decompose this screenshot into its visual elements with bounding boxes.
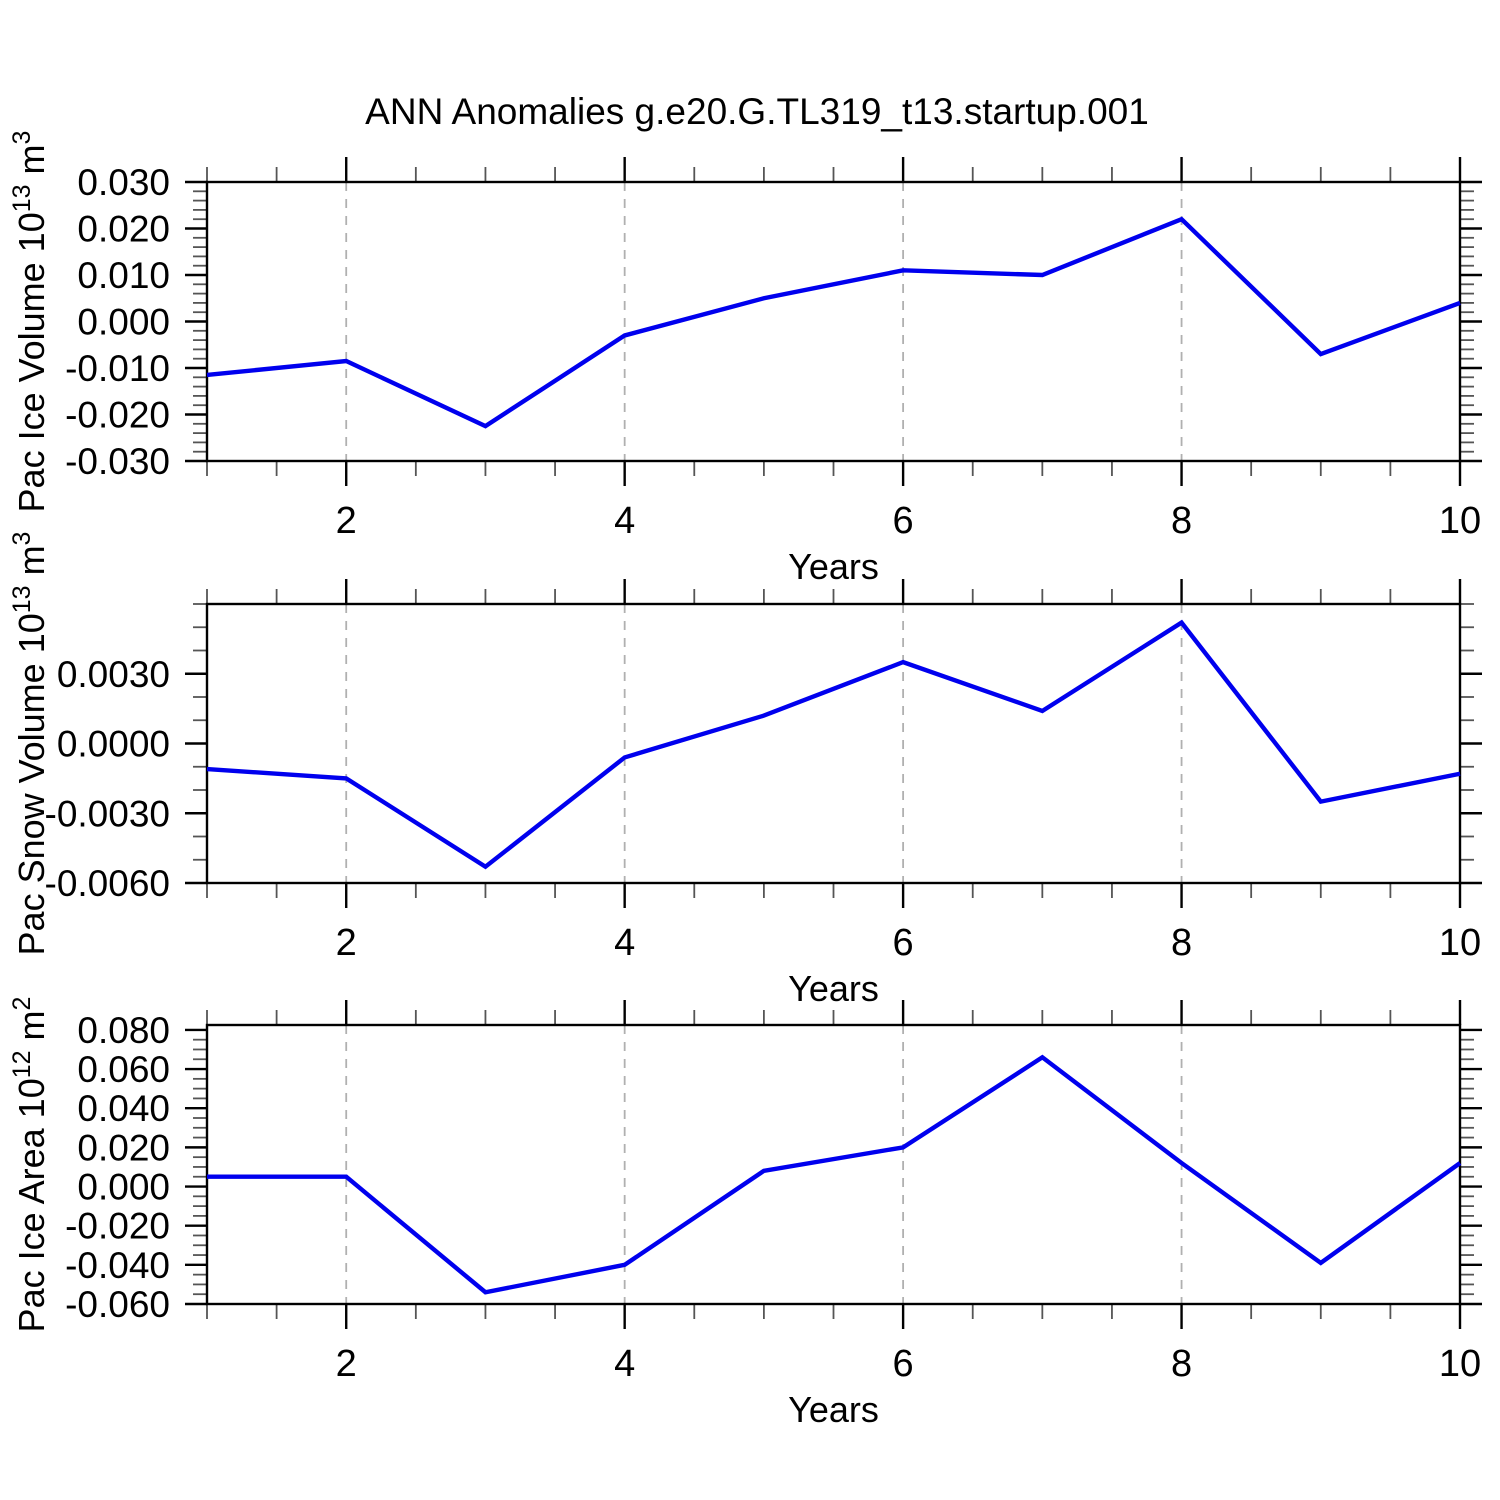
x-axis-title: Years: [788, 1389, 879, 1430]
y-tick-label: 0.020: [77, 209, 170, 250]
y-tick-label: 0.0000: [57, 724, 170, 765]
y-tick-label: 0.030: [77, 162, 170, 203]
y-tick-label: 0.080: [77, 1010, 170, 1051]
data-line-pac-ice-area: [207, 1054, 1462, 1295]
y-axis-title: Pac Ice Area 1012 m2: [8, 997, 52, 1333]
x-tick-label: 10: [1439, 1343, 1481, 1385]
x-tick-label: 8: [1171, 1343, 1192, 1385]
chart-panel-pac-snow-volume: 0.0030 0.0000 -0.0030 -0.0060 2 4 6 8 10 Years Pac…: [8, 532, 1482, 1009]
x-tick-label: 2: [336, 922, 357, 964]
chart-panel-pac-ice-volume: 0.030 0.020 0.010 0.000 -0.010 -0.020 -0.030 2 4…: [8, 131, 1482, 587]
x-axis-title: Years: [788, 546, 879, 587]
x-tick-label: 6: [893, 1343, 914, 1385]
y-axis-title: Pac Ice Volume 1013 m3: [8, 131, 52, 513]
x-tick-label: 4: [614, 500, 635, 542]
x-tick-label: 4: [614, 922, 635, 964]
x-axis-title: Years: [788, 968, 879, 1009]
x-tick-label: 10: [1439, 922, 1481, 964]
y-tick-label: 0.000: [77, 302, 170, 343]
y-tick-label: -0.0060: [45, 863, 171, 904]
y-tick-label: 0.060: [77, 1049, 170, 1090]
y-tick-label: -0.010: [65, 348, 170, 389]
x-tick-label: 10: [1439, 500, 1481, 542]
y-tick-label: -0.030: [65, 441, 170, 482]
x-tick-label: 8: [1171, 500, 1192, 542]
y-tick-label: -0.0030: [45, 793, 171, 834]
y-tick-label: -0.060: [65, 1284, 170, 1325]
x-tick-label: 6: [893, 922, 914, 964]
y-tick-label: -0.020: [65, 1206, 170, 1247]
y-tick-label: 0.0030: [57, 654, 170, 695]
y-tick-label: 0.000: [77, 1167, 170, 1208]
y-tick-label: 0.040: [77, 1088, 170, 1129]
y-axis-title: Pac Snow Volume 1013 m3: [8, 532, 52, 956]
x-tick-label: 6: [893, 500, 914, 542]
chart-panel-pac-ice-area: 0.0800.0600.0400.0200.000-0.020-0.040-0.…: [8, 997, 1482, 1430]
plot-border: [205, 602, 1462, 885]
y-tick-label: -0.040: [65, 1245, 170, 1286]
x-tick-label: 2: [336, 1343, 357, 1385]
data-line-pac-snow-volume: [206, 619, 1461, 870]
x-tick-label: 2: [336, 500, 357, 542]
plot-border: [205, 180, 1462, 463]
y-tick-label: -0.020: [65, 395, 170, 436]
x-tick-label: 4: [614, 1343, 635, 1385]
plot-border: [205, 1023, 1462, 1306]
y-tick-label: 0.010: [77, 255, 170, 296]
x-tick-label: 8: [1171, 922, 1192, 964]
y-tick-label: 0.020: [77, 1127, 170, 1168]
page-title: ANN Anomalies g.e20.G.TL319_t13.startup.…: [365, 91, 1149, 132]
data-line-pac-ice-volume: [206, 216, 1461, 429]
